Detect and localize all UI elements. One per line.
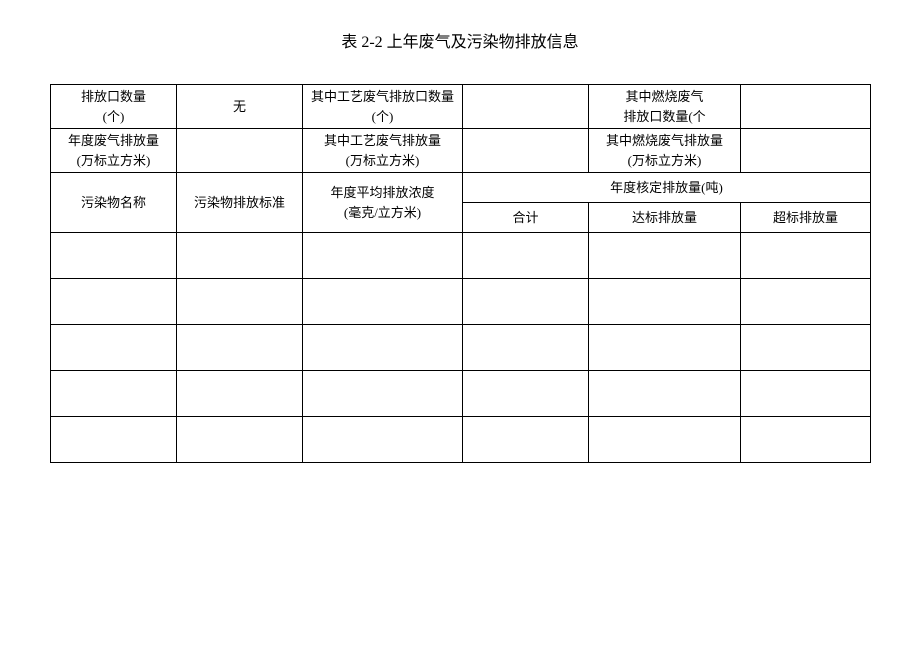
cell bbox=[463, 279, 589, 325]
info-row-1: 排放口数量(个) 无 其中工艺废气排放口数量(个) 其中燃烧废气排放口数量(个 bbox=[51, 85, 871, 129]
header-annual-approved: 年度核定排放量(吨) bbox=[463, 173, 871, 203]
cell bbox=[177, 417, 303, 463]
outlet-count-label: 排放口数量(个) bbox=[51, 85, 177, 129]
header-avg-concentration: 年度平均排放浓度(毫克/立方米) bbox=[303, 173, 463, 233]
cell bbox=[589, 371, 741, 417]
table-row bbox=[51, 233, 871, 279]
header-emission-standard: 污染物排放标准 bbox=[177, 173, 303, 233]
combustion-emission-value bbox=[741, 129, 871, 173]
cell bbox=[51, 371, 177, 417]
cell bbox=[303, 325, 463, 371]
cell bbox=[589, 325, 741, 371]
header-row-1: 污染物名称 污染物排放标准 年度平均排放浓度(毫克/立方米) 年度核定排放量(吨… bbox=[51, 173, 871, 203]
process-emission-label: 其中工艺废气排放量(万标立方米) bbox=[303, 129, 463, 173]
table-container: 排放口数量(个) 无 其中工艺废气排放口数量(个) 其中燃烧废气排放口数量(个 … bbox=[50, 84, 870, 463]
table-row bbox=[51, 417, 871, 463]
cell bbox=[589, 417, 741, 463]
table-row bbox=[51, 325, 871, 371]
header-pollutant-name: 污染物名称 bbox=[51, 173, 177, 233]
cell bbox=[51, 417, 177, 463]
process-emission-value bbox=[463, 129, 589, 173]
header-exceeding: 超标排放量 bbox=[741, 203, 871, 233]
cell bbox=[589, 279, 741, 325]
process-outlet-value bbox=[463, 85, 589, 129]
cell bbox=[303, 233, 463, 279]
cell bbox=[741, 233, 871, 279]
combustion-outlet-label: 其中燃烧废气排放口数量(个 bbox=[589, 85, 741, 129]
cell bbox=[463, 417, 589, 463]
table-title: 表 2-2 上年废气及污染物排放信息 bbox=[0, 28, 920, 52]
cell bbox=[303, 279, 463, 325]
cell bbox=[51, 279, 177, 325]
table-row bbox=[51, 279, 871, 325]
cell bbox=[463, 371, 589, 417]
header-total: 合计 bbox=[463, 203, 589, 233]
cell bbox=[177, 371, 303, 417]
combustion-outlet-value bbox=[741, 85, 871, 129]
cell bbox=[177, 325, 303, 371]
cell bbox=[741, 325, 871, 371]
cell bbox=[741, 279, 871, 325]
cell bbox=[303, 371, 463, 417]
process-outlet-label: 其中工艺废气排放口数量(个) bbox=[303, 85, 463, 129]
cell bbox=[741, 417, 871, 463]
cell bbox=[463, 325, 589, 371]
cell bbox=[463, 233, 589, 279]
outlet-count-value: 无 bbox=[177, 85, 303, 129]
cell bbox=[303, 417, 463, 463]
cell bbox=[177, 279, 303, 325]
cell bbox=[589, 233, 741, 279]
cell bbox=[177, 233, 303, 279]
annual-emission-value bbox=[177, 129, 303, 173]
cell bbox=[741, 371, 871, 417]
annual-emission-label: 年度废气排放量(万标立方米) bbox=[51, 129, 177, 173]
combustion-emission-label: 其中燃烧废气排放量(万标立方米) bbox=[589, 129, 741, 173]
info-row-2: 年度废气排放量(万标立方米) 其中工艺废气排放量(万标立方米) 其中燃烧废气排放… bbox=[51, 129, 871, 173]
table-row bbox=[51, 371, 871, 417]
emission-table: 排放口数量(个) 无 其中工艺废气排放口数量(个) 其中燃烧废气排放口数量(个 … bbox=[50, 84, 871, 463]
cell bbox=[51, 325, 177, 371]
header-compliant: 达标排放量 bbox=[589, 203, 741, 233]
cell bbox=[51, 233, 177, 279]
